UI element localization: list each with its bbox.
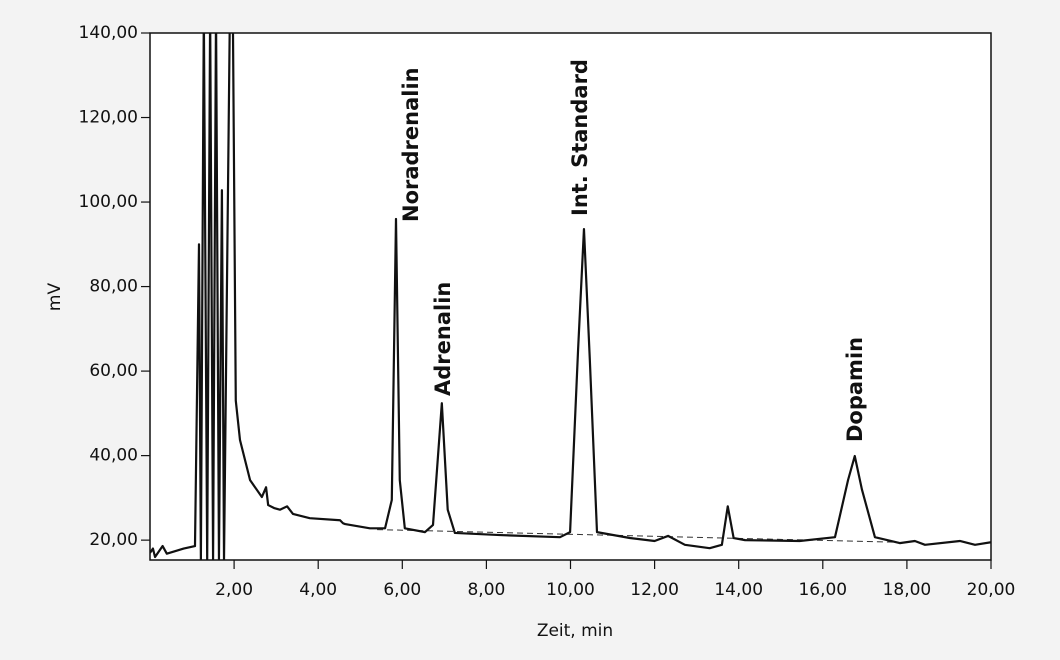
y-tick-label: 120,00	[79, 108, 138, 128]
x-tick-label: 2,00	[215, 580, 253, 600]
trace	[150, 33, 991, 560]
peak-label: Int. Standard	[568, 59, 592, 216]
x-tick-label: 4,00	[299, 580, 337, 600]
y-tick-label: 60,00	[89, 361, 138, 381]
y-tick-label: 100,00	[79, 192, 138, 212]
x-tick-label: 18,00	[883, 580, 932, 600]
x-tick-label: 16,00	[798, 580, 847, 600]
plot-clip	[150, 33, 991, 560]
y-tick-label: 20,00	[89, 530, 138, 550]
x-tick-label: 6,00	[383, 580, 421, 600]
y-tick-label: 140,00	[79, 23, 138, 43]
peak-label: Dopamin	[843, 337, 867, 442]
x-tick-label: 10,00	[546, 580, 595, 600]
x-tick-label: 14,00	[714, 580, 763, 600]
y-tick-label: 40,00	[89, 446, 138, 466]
x-tick-label: 8,00	[467, 580, 505, 600]
y-axis-label: mV	[45, 283, 65, 312]
x-tick-label: 20,00	[967, 580, 1016, 600]
peak-label: Noradrenalin	[399, 67, 423, 222]
x-tick-label: 12,00	[630, 580, 679, 600]
y-tick-label: 80,00	[89, 277, 138, 297]
x-axis-label: Zeit, min	[537, 621, 613, 641]
peak-label: Adrenalin	[431, 282, 455, 396]
